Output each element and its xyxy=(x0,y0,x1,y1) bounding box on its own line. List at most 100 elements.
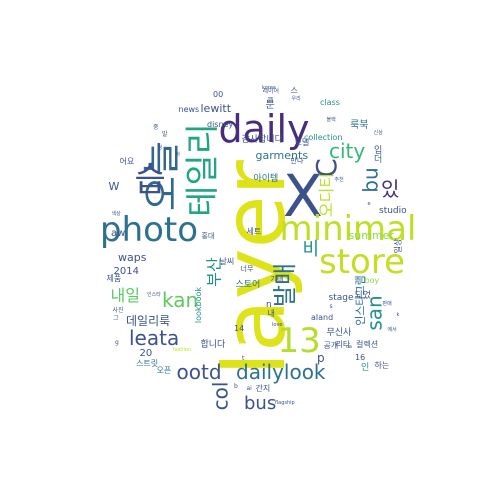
word-waps: waps xyxy=(118,250,147,264)
word-kr-71: 제품 xyxy=(106,274,122,283)
word-kr-91: 중 xyxy=(153,124,159,131)
word-kr-67: 내 xyxy=(267,309,275,318)
word-boy: boy xyxy=(364,276,380,285)
word-aw: aw xyxy=(111,228,126,239)
word-kr-80: 스 xyxy=(290,86,298,95)
word-photo: photo xyxy=(100,210,199,250)
word-kr-39: 문 xyxy=(265,100,275,111)
word-collection: collection xyxy=(304,133,343,142)
word-t: t xyxy=(242,355,245,362)
word-kr-88: 그 xyxy=(113,315,119,322)
word-13: 13 xyxy=(277,321,321,361)
word-kr-107: 색상 xyxy=(111,210,121,217)
word-san: san xyxy=(362,295,387,331)
word-disney: disney xyxy=(207,120,234,129)
word-kr-22: 내일 xyxy=(110,286,140,305)
word-kr-60: 리타 xyxy=(335,340,351,349)
word-bu: bu xyxy=(358,167,383,193)
word-kr-105: 판매 xyxy=(382,300,392,307)
word-kr-25: 비 xyxy=(302,239,320,260)
word-kr-58: 간지 xyxy=(255,384,271,393)
word-daily: daily xyxy=(218,107,310,151)
word-kr-92: 발 xyxy=(162,131,168,138)
word-kr-87: 인스타 xyxy=(147,291,161,298)
word-16: 16 xyxy=(355,353,366,362)
word-col: col xyxy=(207,381,232,411)
word-bus: bus xyxy=(244,393,277,414)
word-kr-78: 레이어 xyxy=(262,88,280,95)
word-e: e xyxy=(367,200,371,207)
word-kr-7: 테일리 xyxy=(182,123,223,217)
word-dailylook: dailylook xyxy=(236,360,326,384)
word-love: love xyxy=(272,321,283,328)
word-kr-73: 기대 xyxy=(270,274,284,283)
word-kr-35: 합니다 xyxy=(200,339,226,350)
word-kr-83: 사진 xyxy=(112,307,124,314)
word-lookbook: lookbook xyxy=(194,286,204,324)
word-kr-56: 스트릿 xyxy=(136,359,159,368)
word-kr-74: 홍대 xyxy=(201,231,215,240)
word-kr-47: 되었 xyxy=(354,290,372,301)
word-ai: ai xyxy=(246,385,252,392)
word-s: s xyxy=(329,303,333,310)
word-kr-44: 무신사 xyxy=(326,327,352,338)
word-g: g xyxy=(115,339,119,346)
word-garments: garments xyxy=(255,148,309,162)
word-kr-62: 하는 xyxy=(374,361,390,370)
word-ca: ca xyxy=(346,343,352,350)
word-ootd: ootd xyxy=(176,360,222,384)
word-aland: aland xyxy=(311,313,334,322)
word-korea: korea xyxy=(262,84,276,91)
word-kr-75: 일상 xyxy=(392,238,402,254)
word-kr-59: 컬렉션 xyxy=(356,340,379,349)
word-kr-106: 추천 xyxy=(334,176,344,183)
word-flagship: flagship xyxy=(275,399,295,406)
word-kr-94: 정 xyxy=(157,144,163,151)
word-w: W xyxy=(108,179,120,193)
word-kr-51: 모델 xyxy=(294,138,310,147)
word-14: 14 xyxy=(234,324,245,333)
word-minimal: minimal xyxy=(279,209,417,249)
word-lewitt: lewitt xyxy=(200,101,232,115)
word-kr-18: 있 xyxy=(381,177,400,201)
word-stage: stage xyxy=(328,292,354,303)
word-class: class xyxy=(320,98,340,107)
word-studio: studio xyxy=(379,205,407,216)
word-fashion: fashion xyxy=(173,346,192,353)
word-summer: summer xyxy=(348,228,394,242)
word-kr-69: 더 xyxy=(374,154,383,165)
word-kr-103: 신상 xyxy=(373,129,383,136)
word-kr-68: 입 xyxy=(374,145,383,156)
word-kr-104: 에서 xyxy=(387,326,397,333)
word-kr-70: 어요 xyxy=(119,157,135,166)
word-kr-95: 하 xyxy=(175,151,181,158)
word-kr-41: 아이템 xyxy=(253,173,279,184)
word-b: b xyxy=(234,383,238,390)
word-20: 20 xyxy=(139,348,153,359)
word-k: k xyxy=(396,311,400,318)
word-kr-79: 만나 xyxy=(290,156,304,165)
word-kr-11: 발매 xyxy=(271,262,300,308)
word-kan: kan xyxy=(162,288,199,312)
word-kr-45: 스토어 xyxy=(235,279,261,290)
word-kr-40: 감사합니다 xyxy=(241,134,283,145)
word-n: n xyxy=(266,299,272,310)
word-kr-72: 날씨 xyxy=(219,257,235,266)
word-x: X xyxy=(283,162,323,230)
word-kr-23: 오디티 xyxy=(317,172,337,218)
word-kr-26: 데일리룩 xyxy=(126,314,171,328)
word-city: city xyxy=(329,139,366,163)
word-00: 00 xyxy=(213,90,224,99)
word-kr-81: 코 xyxy=(267,95,274,104)
word-kr-48: 세트 xyxy=(246,227,262,236)
word-news: news xyxy=(178,105,200,114)
word-kr-82: 너무 xyxy=(240,264,254,273)
word-store: store xyxy=(319,242,405,282)
word-kr-61: 공개 xyxy=(323,341,339,350)
word-p: p xyxy=(317,351,325,365)
word-kr-57: 오픈 xyxy=(156,366,172,375)
word-kr-38: 룩북 xyxy=(350,120,369,131)
word-2014: 2014 xyxy=(113,266,139,277)
